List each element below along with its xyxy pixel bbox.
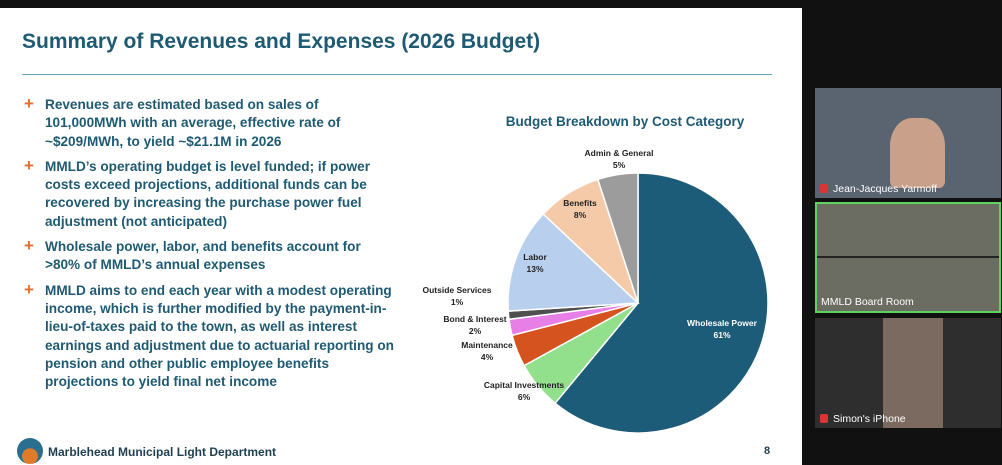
slice-label: Bond & Interest <box>443 314 506 324</box>
slice-label: Wholesale Power <box>687 318 758 328</box>
pie-slice <box>507 212 640 312</box>
chart-title: Budget Breakdown by Cost Category <box>506 114 745 129</box>
slice-label: Labor <box>523 252 547 262</box>
video-divider <box>817 256 999 258</box>
video-tile[interactable]: MMLD Board Room <box>815 202 1001 313</box>
slice-label: Capital Investments <box>484 380 565 390</box>
mic-muted-icon <box>820 184 828 193</box>
bullet-text: MMLD’s operating budget is level funded;… <box>45 158 371 229</box>
slide: Summary of Revenues and Expenses (2026 B… <box>0 8 802 465</box>
slide-title: Summary of Revenues and Expenses (2026 B… <box>22 30 541 53</box>
slice-value-label: 4% <box>481 352 494 362</box>
slice-value-label: 6% <box>518 392 531 402</box>
bullet: + Wholesale power, labor, and benefits ac… <box>22 236 397 275</box>
bullet: + MMLD aims to end each year with a modes… <box>22 279 397 392</box>
slice-value-label: 2% <box>469 326 482 336</box>
slice-label: Benefits <box>563 198 597 208</box>
participant-name: Simon's iPhone <box>833 413 906 425</box>
participant-video <box>890 118 945 188</box>
participant-video <box>883 318 943 428</box>
bullet-text: Revenues are estimated based on sales of… <box>45 97 341 149</box>
bullet-icon: + <box>24 94 34 113</box>
chart: Budget Breakdown by Cost Category Wholes… <box>423 114 769 434</box>
bullet: + Revenues are estimated based on sales o… <box>22 94 397 151</box>
slice-label: Maintenance <box>461 340 513 350</box>
pie-slice <box>596 172 639 304</box>
slice-value-label: 61% <box>713 330 730 340</box>
bullet-icon: + <box>24 155 34 175</box>
slice-value-label: 1% <box>451 297 464 307</box>
bullet-text: Wholesale power, labor, and benefits acc… <box>45 239 361 273</box>
bullet-icon: + <box>24 279 34 299</box>
mic-muted-icon <box>820 414 828 423</box>
pie-slice <box>554 172 769 434</box>
bullet-text: MMLD aims to end each year with a modest… <box>45 282 394 390</box>
page-number: 8 <box>764 445 771 457</box>
slice-label: Outside Services <box>423 285 492 295</box>
slice-value-label: 13% <box>526 264 543 274</box>
bullet-list: + Revenues are estimated based on sales o… <box>22 94 397 398</box>
footer: Marblehead Municipal Light Department <box>48 445 277 459</box>
slice-label: Admin & General <box>585 148 654 158</box>
participant-name: MMLD Board Room <box>821 296 914 308</box>
bullet: + MMLD’s operating budget is level funded… <box>22 155 397 231</box>
video-tile[interactable]: Simon's iPhone <box>815 318 1001 428</box>
slice-value-label: 8% <box>574 210 587 220</box>
participant-name: Jean-Jacques Yarmoff <box>833 183 937 195</box>
video-tile[interactable]: Jean-Jacques Yarmoff <box>815 88 1001 198</box>
bullet-icon: + <box>24 236 34 256</box>
slice-value-label: 5% <box>613 160 626 170</box>
logo <box>17 438 43 464</box>
title-rule <box>22 74 772 75</box>
